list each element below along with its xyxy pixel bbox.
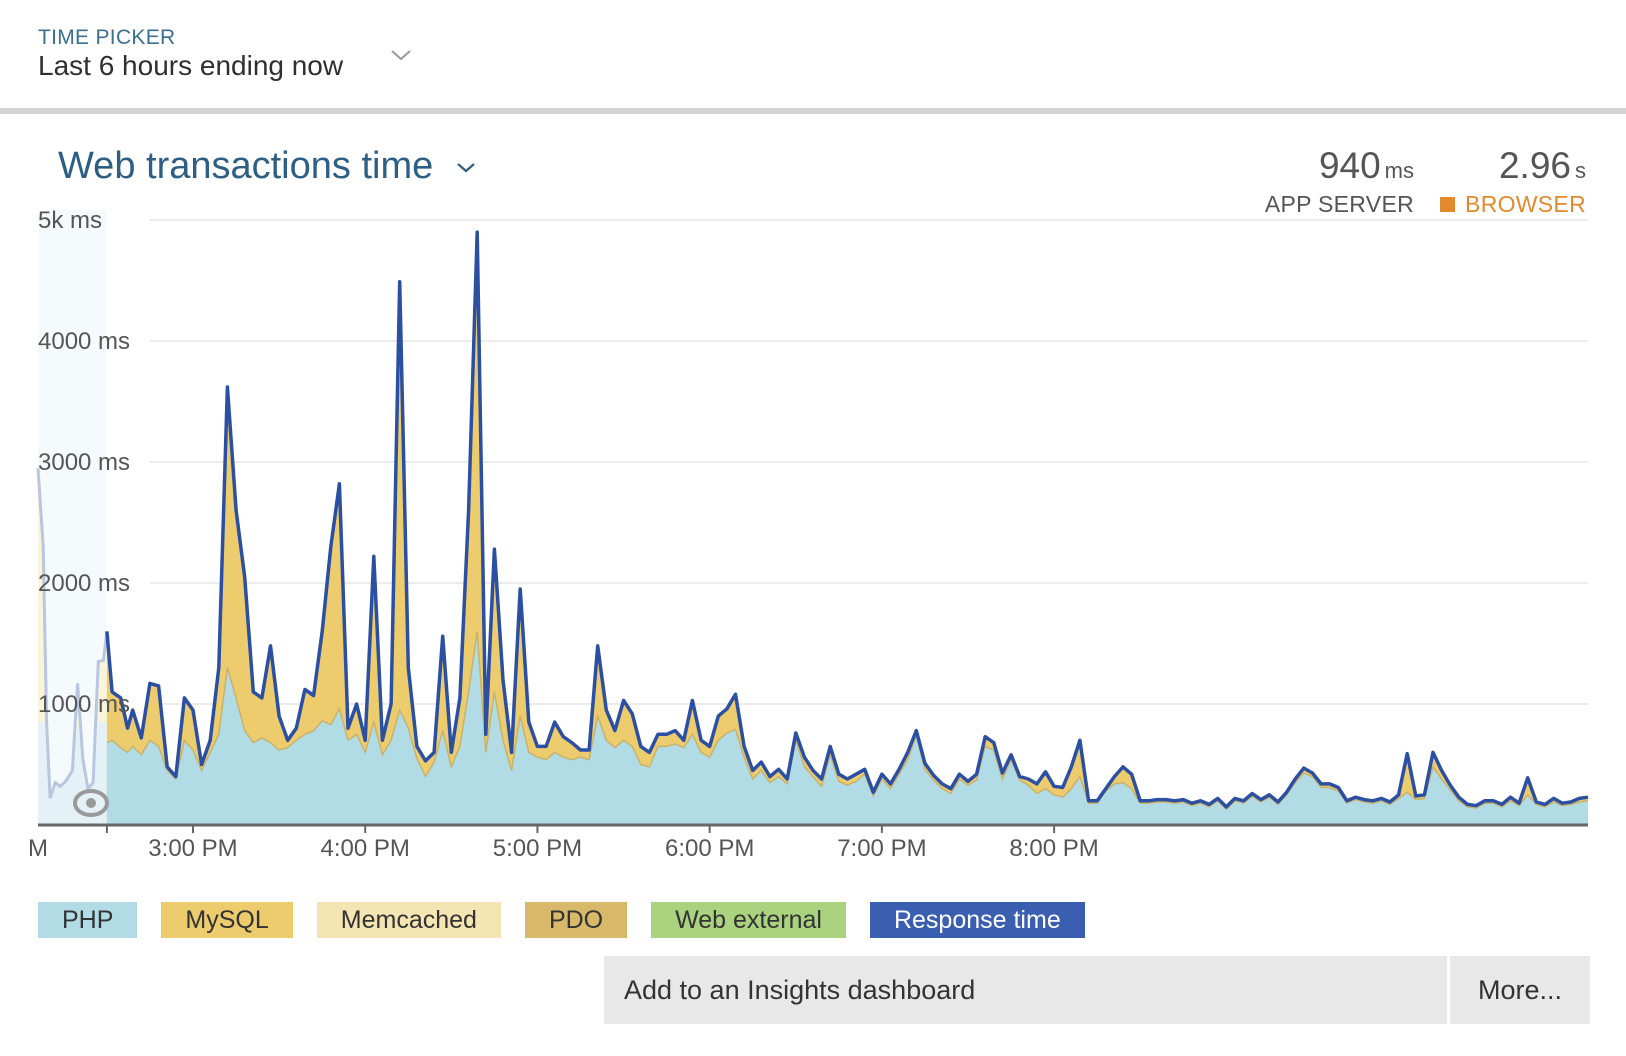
y-tick-label: 1000 ms bbox=[38, 691, 130, 718]
x-tick-label: 5:00 PM bbox=[493, 835, 582, 862]
time-picker-label: TIME PICKER bbox=[38, 26, 176, 49]
y-tick-label: 5k ms bbox=[38, 207, 102, 234]
response-time-line bbox=[105, 230, 1589, 809]
chevron-down-icon[interactable] bbox=[455, 156, 477, 178]
x-tick-label: M bbox=[28, 835, 48, 862]
app-server-caption: APP SERVER bbox=[1264, 191, 1414, 217]
browser-value: 2.96 bbox=[1498, 145, 1571, 186]
chevron-down-icon[interactable] bbox=[390, 44, 412, 66]
web-transactions-chart[interactable]: 1000 ms 2000 ms 3000 ms 4000 ms 5k ms M 3:00 P… bbox=[0, 200, 1626, 910]
x-tick-label: 7:00 PM bbox=[837, 835, 926, 862]
legend-web-external[interactable]: Web external bbox=[651, 902, 846, 938]
drag-handle-dot-icon bbox=[86, 798, 96, 808]
x-tick-label: 8:00 PM bbox=[1009, 835, 1098, 862]
browser-caption: BROWSER bbox=[1465, 191, 1586, 217]
chart-title-dropdown[interactable]: Web transactions time bbox=[58, 145, 477, 188]
y-tick-label: 2000 ms bbox=[38, 570, 130, 597]
php-outline bbox=[106, 631, 1589, 811]
legend-mysql[interactable]: MySQL bbox=[161, 902, 293, 938]
time-picker-value[interactable]: Last 6 hours ending now bbox=[38, 50, 344, 81]
app-server-unit: ms bbox=[1384, 158, 1414, 183]
x-tick-label: 3:00 PM bbox=[148, 835, 237, 862]
app-server-metric: 940 ms APP SERVER bbox=[1265, 145, 1414, 218]
browser-swatch-icon bbox=[1440, 197, 1456, 212]
legend-php[interactable]: PHP bbox=[38, 902, 138, 938]
y-tick-label: 4000 ms bbox=[38, 328, 130, 355]
legend-response-time[interactable]: Response time bbox=[869, 902, 1085, 938]
time-picker[interactable]: TIME PICKER Last 6 hours ending now bbox=[0, 0, 1626, 108]
browser-metric[interactable]: 2.96 s BROWSER bbox=[1440, 145, 1586, 218]
x-tick-label: 6:00 PM bbox=[665, 835, 754, 862]
chart-title: Web transactions time bbox=[58, 145, 434, 187]
browser-unit: s bbox=[1575, 158, 1586, 183]
header-divider bbox=[0, 108, 1626, 114]
chart-legend: PHP MySQL Memcached PDO Web external Res… bbox=[38, 902, 1085, 938]
app-server-value: 940 bbox=[1318, 145, 1381, 186]
drag-handle-icon bbox=[73, 789, 109, 817]
legend-pdo[interactable]: PDO bbox=[524, 902, 628, 938]
area-php bbox=[106, 631, 1588, 825]
y-tick-label: 3000 ms bbox=[38, 449, 130, 476]
add-to-insights-button[interactable]: Add to an Insights dashboard bbox=[604, 956, 1447, 1024]
selection-line bbox=[36, 468, 109, 799]
x-tick-label: 4:00 PM bbox=[321, 835, 410, 862]
legend-memcached[interactable]: Memcached bbox=[316, 902, 501, 938]
more-button[interactable]: More... bbox=[1450, 956, 1590, 1024]
